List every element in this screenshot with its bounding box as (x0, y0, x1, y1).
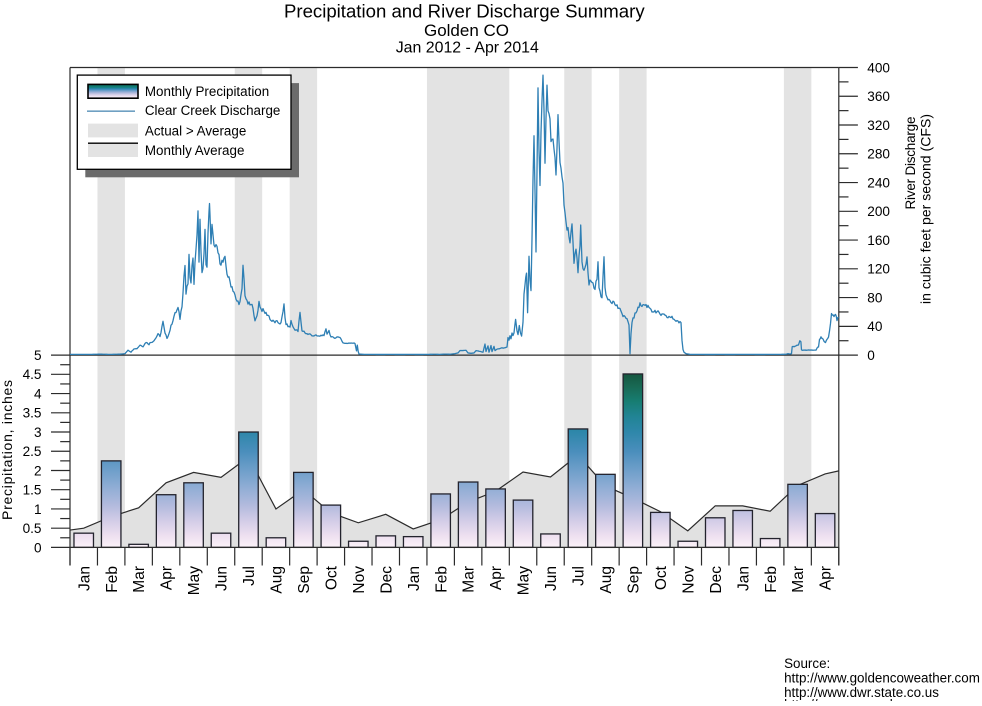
svg-text:1.5: 1.5 (23, 483, 42, 498)
svg-text:160: 160 (867, 233, 890, 248)
svg-text:http://www.cocorahs.org: http://www.cocorahs.org (784, 697, 927, 701)
svg-text:Mar: Mar (131, 566, 148, 593)
svg-text:May: May (516, 566, 533, 596)
svg-text:Apr: Apr (159, 566, 176, 590)
svg-text:280: 280 (867, 147, 890, 162)
svg-text:Jan: Jan (76, 566, 93, 591)
svg-text:0: 0 (34, 540, 42, 555)
svg-text:Apr: Apr (488, 566, 505, 590)
svg-text:1: 1 (34, 502, 42, 517)
svg-text:Sep: Sep (296, 566, 313, 594)
svg-text:240: 240 (867, 175, 890, 190)
svg-text:http://www.goldencoweather.com: http://www.goldencoweather.com (784, 670, 980, 685)
svg-text:Source:: Source: (784, 656, 830, 671)
svg-text:Nov: Nov (680, 566, 697, 594)
svg-text:Sep: Sep (625, 566, 642, 594)
svg-text:5: 5 (34, 348, 42, 363)
svg-text:Oct: Oct (323, 565, 340, 590)
svg-text:Monthly Precipitation: Monthly Precipitation (145, 84, 269, 99)
svg-text:Feb: Feb (433, 566, 450, 593)
svg-text:2: 2 (34, 463, 42, 478)
svg-text:May: May (186, 566, 203, 596)
svg-text:360: 360 (867, 89, 890, 104)
svg-text:2.5: 2.5 (23, 444, 42, 459)
svg-text:Jan 2012 - Apr 2014: Jan 2012 - Apr 2014 (396, 40, 539, 57)
svg-text:http://www.dwr.state.co.us: http://www.dwr.state.co.us (784, 685, 939, 700)
svg-text:80: 80 (867, 290, 883, 305)
svg-text:Jul: Jul (241, 566, 258, 586)
svg-text:Mar: Mar (790, 566, 807, 593)
svg-text:Mar: Mar (461, 566, 478, 593)
svg-text:Aug: Aug (269, 566, 286, 594)
svg-text:Precipitation, inches: Precipitation, inches (0, 380, 15, 520)
svg-text:Dec: Dec (708, 566, 725, 594)
svg-text:Actual > Average: Actual > Average (145, 123, 246, 138)
svg-text:Feb: Feb (763, 566, 780, 593)
svg-text:Dec: Dec (378, 566, 395, 594)
svg-text:Nov: Nov (351, 566, 368, 594)
svg-text:Jan: Jan (735, 566, 752, 591)
svg-text:3.5: 3.5 (23, 406, 42, 421)
svg-text:Jun: Jun (543, 566, 560, 591)
svg-text:Oct: Oct (653, 565, 670, 590)
svg-text:Golden CO: Golden CO (424, 21, 509, 40)
svg-text:3: 3 (34, 425, 42, 440)
svg-text:Clear Creek Discharge: Clear Creek Discharge (145, 103, 280, 118)
svg-text:River Discharge: River Discharge (903, 117, 918, 210)
svg-text:0.5: 0.5 (23, 521, 42, 536)
svg-text:Feb: Feb (104, 566, 121, 593)
svg-text:Monthly Average: Monthly Average (145, 143, 245, 158)
svg-text:4: 4 (34, 386, 42, 401)
svg-text:Aug: Aug (598, 566, 615, 594)
svg-text:Apr: Apr (818, 566, 835, 590)
svg-text:40: 40 (867, 319, 883, 334)
svg-text:Precipitation and River Discha: Precipitation and River Discharge Summar… (284, 0, 645, 21)
svg-text:Jan: Jan (406, 566, 423, 591)
svg-text:120: 120 (867, 262, 890, 277)
svg-text:Jul: Jul (571, 566, 588, 586)
svg-text:in cubic feet per second (CFS): in cubic feet per second (CFS) (918, 114, 934, 304)
svg-text:4.5: 4.5 (23, 367, 42, 382)
svg-text:200: 200 (867, 204, 890, 219)
svg-text:0: 0 (867, 348, 875, 363)
svg-text:320: 320 (867, 118, 890, 133)
svg-text:400: 400 (867, 60, 890, 75)
svg-text:Jun: Jun (214, 566, 231, 591)
